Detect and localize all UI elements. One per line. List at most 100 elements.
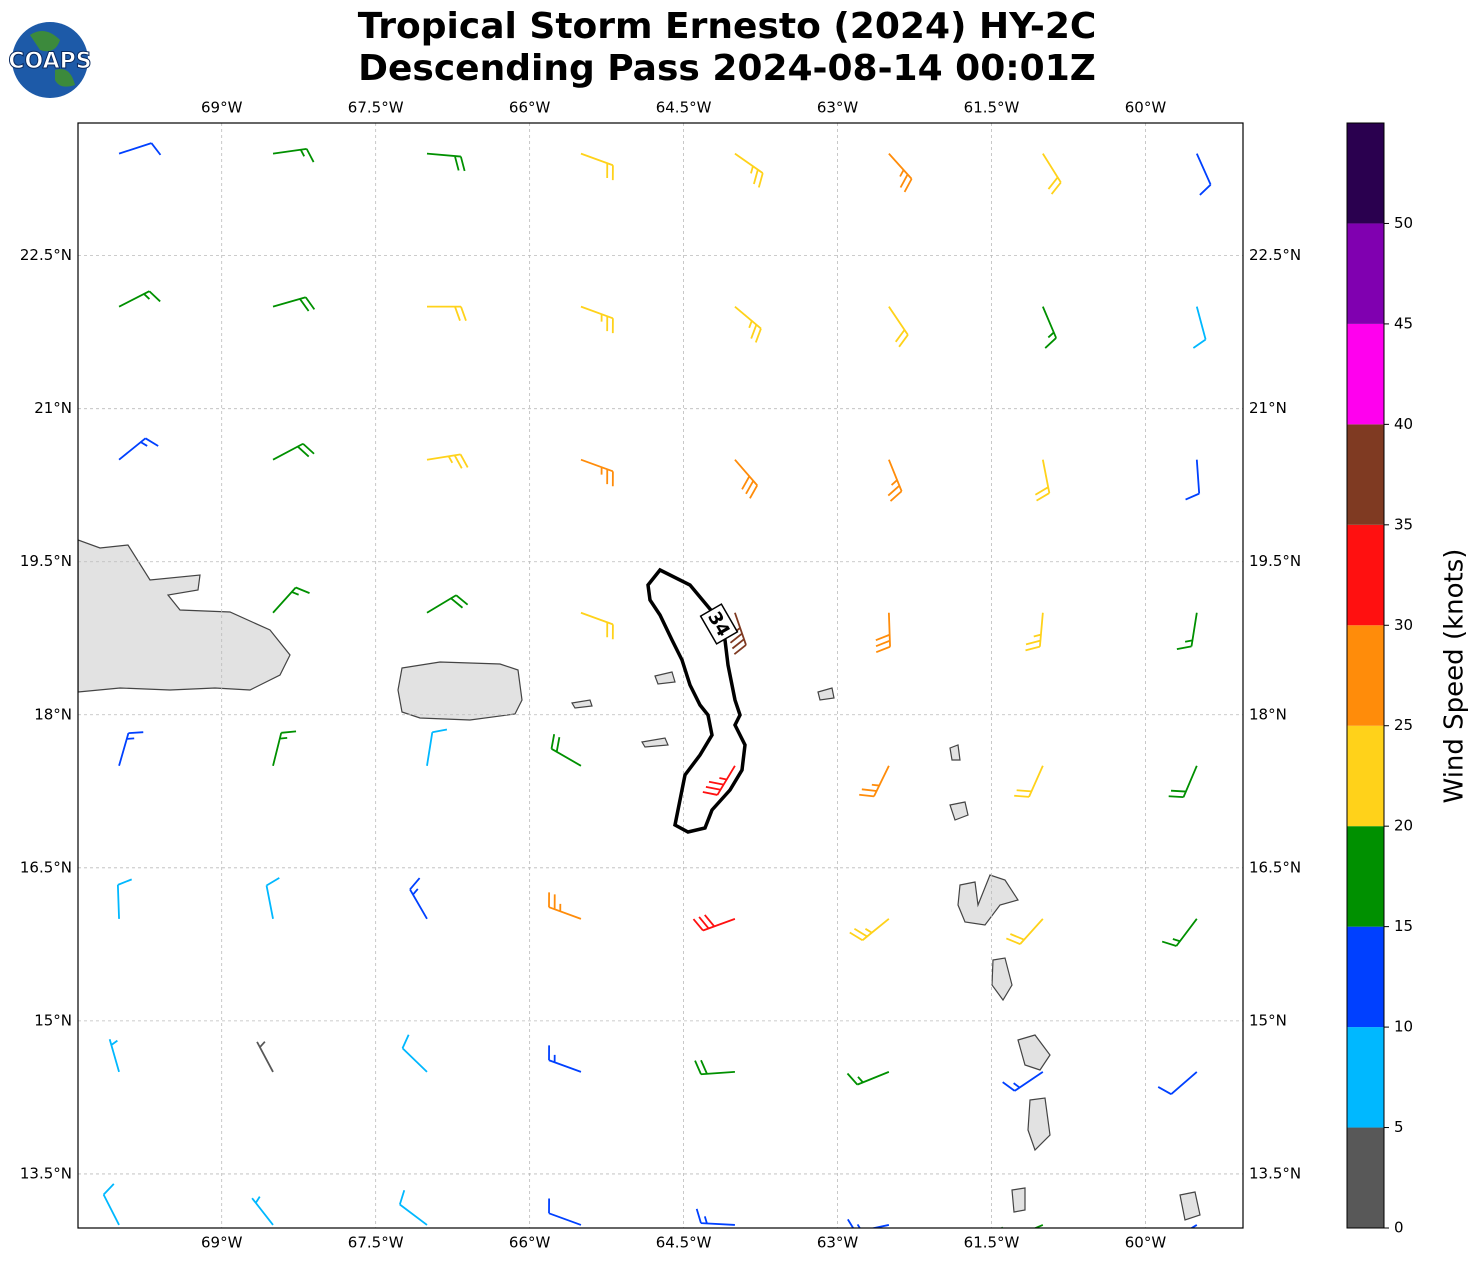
wind-barb xyxy=(118,437,159,461)
y-tick-label: 19.5°N xyxy=(20,552,72,570)
wind-barb xyxy=(692,914,736,932)
land xyxy=(78,539,1201,1221)
y-tick-label: 19.5°N xyxy=(1249,552,1301,570)
colorbar-tick-label: 5 xyxy=(1394,1118,1404,1136)
wind-barb xyxy=(1185,459,1201,501)
wind-barb xyxy=(108,1038,120,1073)
colorbar-segment xyxy=(1347,123,1384,224)
wind-barb xyxy=(426,152,466,172)
wind-barb xyxy=(1192,306,1207,349)
x-tick-label: 60°W xyxy=(1125,99,1167,117)
colorbar-tick-label: 20 xyxy=(1394,817,1413,835)
x-tick-label: 63°W xyxy=(817,99,859,117)
wind-barb xyxy=(118,731,144,767)
x-tick-label: 64.5°W xyxy=(656,99,712,117)
wind-barb xyxy=(1168,765,1198,798)
colorbar-segment xyxy=(1347,625,1384,726)
y-tick-label: 16.5°N xyxy=(1249,858,1301,876)
wind-barb xyxy=(846,1071,890,1086)
colorbar-segment xyxy=(1347,1127,1384,1228)
wind-barb xyxy=(734,459,759,499)
wind-barb xyxy=(1176,612,1198,650)
colorbar-label: Wind Speed (knots) xyxy=(1440,549,1470,804)
x-tick-label: 69°W xyxy=(201,99,243,117)
colorbar-segment xyxy=(1347,926,1384,1028)
wind-barb xyxy=(875,612,891,654)
wind-barb xyxy=(550,734,582,767)
wind-barb xyxy=(256,1041,274,1073)
x-tick-label: 60°W xyxy=(1125,1234,1167,1252)
wind-barb xyxy=(426,305,467,321)
wind-barb xyxy=(401,1034,428,1073)
wind-barb xyxy=(118,142,162,156)
x-tick-label: 64.5°W xyxy=(656,1234,712,1252)
colorbar-tick-label: 40 xyxy=(1394,415,1413,433)
wind-barb xyxy=(580,152,614,181)
title-line: Descending Pass 2024-08-14 00:01Z xyxy=(358,48,1096,89)
colorbar-segment xyxy=(1347,223,1384,324)
wind-barb xyxy=(887,459,903,502)
y-tick-label: 15°N xyxy=(1249,1011,1287,1029)
wind-barb xyxy=(1006,918,1044,945)
wind-barb xyxy=(888,153,913,193)
wind-barb xyxy=(118,290,161,308)
colorbar-tick-label: 15 xyxy=(1394,917,1413,935)
colorbar-segment xyxy=(1347,424,1384,525)
x-tick-label: 66°W xyxy=(509,99,551,117)
wind-barb xyxy=(888,306,909,348)
wind-barb xyxy=(272,586,310,614)
colorbar-tick-label: 0 xyxy=(1394,1219,1404,1237)
wind-barb xyxy=(734,305,762,343)
wind-barb xyxy=(734,152,764,188)
colorbar-tick-label: 25 xyxy=(1394,716,1413,734)
wind-barb xyxy=(1002,1071,1044,1092)
grid xyxy=(78,123,1243,1228)
wind-barb xyxy=(548,892,582,920)
colorbar-tick-label: 30 xyxy=(1394,616,1413,634)
wind-barb xyxy=(1042,306,1057,349)
wind-barb xyxy=(859,765,890,798)
wind-barb xyxy=(265,877,280,920)
x-tick-label: 66°W xyxy=(509,1234,551,1252)
x-tick-label: 67.5°W xyxy=(348,1234,404,1252)
x-tick-label: 63°W xyxy=(817,1234,859,1252)
y-tick-label: 21°N xyxy=(34,399,72,417)
contour: 34 xyxy=(646,567,747,834)
wind-barbs xyxy=(102,142,1212,1228)
wind-barb xyxy=(398,1190,428,1226)
wind-barb xyxy=(702,765,736,796)
wind-barb xyxy=(426,728,448,766)
logo: COAPS xyxy=(8,22,92,98)
colorbar-segment xyxy=(1347,725,1384,827)
colorbar: 0 5 10 15 20 25 30 35 40 45 50 xyxy=(1346,122,1413,1237)
wind-barb xyxy=(695,1208,735,1226)
wind-barb xyxy=(1034,459,1051,502)
title-line: Tropical Storm Ernesto (2024) HY-2C xyxy=(358,6,1097,47)
y-tick-label: 18°N xyxy=(34,705,72,723)
wind-barb xyxy=(1157,1071,1198,1095)
colorbar-segment xyxy=(1347,1027,1384,1128)
wind-barb xyxy=(1000,1224,1044,1228)
colorbar-tick-label: 35 xyxy=(1394,515,1413,533)
colorbar-tick-label: 10 xyxy=(1394,1018,1413,1036)
wind-barb xyxy=(580,305,614,334)
wind-barb xyxy=(272,296,316,312)
map-frame xyxy=(77,122,1244,1229)
colorbar-segment xyxy=(1347,826,1384,927)
wind-barb xyxy=(102,1183,120,1226)
wind-barb xyxy=(849,918,890,942)
wind-barb xyxy=(426,453,469,469)
colorbar-segment xyxy=(1347,323,1384,425)
wind-barb xyxy=(1195,153,1212,196)
y-tick-label: 13.5°N xyxy=(1249,1164,1301,1182)
y-tick-label: 18°N xyxy=(1249,705,1287,723)
wind-barb xyxy=(1025,612,1044,652)
x-tick-label: 61.5°W xyxy=(964,99,1020,117)
contour-label-box xyxy=(699,603,739,645)
wind-barb xyxy=(580,458,614,487)
colorbar-tick-label: 45 xyxy=(1394,314,1413,332)
y-tick-label: 22.5°N xyxy=(1249,246,1301,264)
wind-barb xyxy=(729,612,747,655)
y-tick-label: 13.5°N xyxy=(20,1164,72,1182)
